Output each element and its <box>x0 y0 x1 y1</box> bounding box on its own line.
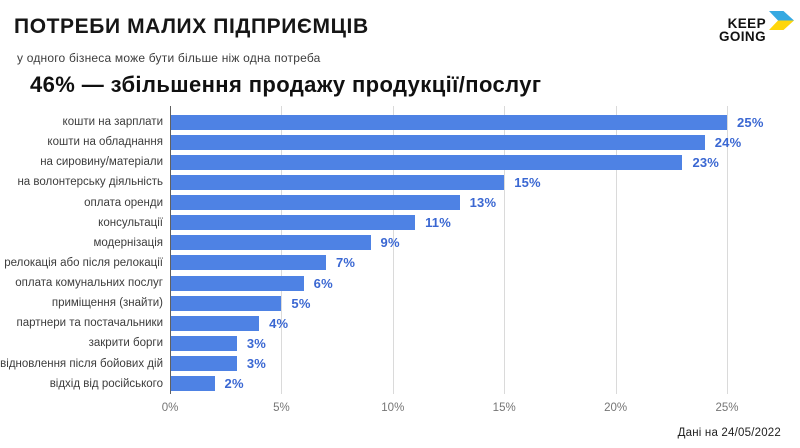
bar <box>170 235 371 251</box>
category-label: оплата оренди <box>84 196 163 209</box>
category-label: закрити борги <box>88 337 163 350</box>
keep-going-logo: KEEP GOING <box>719 10 794 43</box>
category-label: приміщення (знайти) <box>51 297 163 310</box>
bar-row: 2% <box>170 374 795 394</box>
bar-row: 7% <box>170 253 795 273</box>
gridline <box>727 106 728 394</box>
bar-value-label: 11% <box>425 215 451 231</box>
bar-row: 9% <box>170 233 795 253</box>
data-date-note: Дані на 24/05/2022 <box>677 427 781 439</box>
category-label: модернізація <box>93 236 164 249</box>
bar-value-label: 23% <box>692 154 720 170</box>
bar <box>170 134 705 150</box>
bar <box>170 295 282 311</box>
bar <box>170 195 460 211</box>
bar-row: 6% <box>170 273 795 293</box>
category-label: на сировину/матеріали <box>40 156 163 169</box>
bar <box>170 335 237 351</box>
gridline <box>392 106 394 394</box>
category-label: консультації <box>98 216 163 229</box>
bar-value-label: 4% <box>269 315 289 331</box>
logo-text: KEEP GOING <box>718 10 766 44</box>
plot-area: 0% 5% 10% 15% 20% 25% 25% 24% 23% 15% 13% 11% 9% 7% 6%… <box>162 106 795 414</box>
page-title: ПОТРЕБИ МАЛИХ ПІДПРИЄМЦІВ <box>14 15 369 38</box>
bar <box>170 255 326 271</box>
bar <box>170 154 683 170</box>
bar-row: 13% <box>170 193 795 213</box>
bar-value-label: 9% <box>380 235 400 251</box>
x-tick-label: 15% <box>492 402 516 414</box>
bar <box>170 275 304 291</box>
category-label: відновлення після бойових дій <box>0 357 163 370</box>
bar-value-label: 3% <box>246 356 267 372</box>
bar-row: 15% <box>170 172 795 192</box>
page-subtitle: у одного бізнеса може бути більше ніж од… <box>17 51 321 65</box>
x-tick-label: 25% <box>715 402 739 414</box>
gridline <box>504 106 506 394</box>
bar <box>170 174 505 190</box>
category-label: релокація або після релокації <box>4 256 163 269</box>
bar <box>170 114 727 130</box>
bar-value-label: 15% <box>514 174 541 190</box>
bar-value-label: 13% <box>469 195 497 211</box>
bar <box>170 315 260 331</box>
x-tick-label: 0% <box>161 402 179 414</box>
bar-value-label: 3% <box>246 335 267 351</box>
bar-value-label: 2% <box>224 376 244 392</box>
chart-heading: 46% — збільшення продажу продукції/послу… <box>30 72 542 97</box>
category-label: партнери та постачальники <box>16 317 164 330</box>
bar-value-label: 7% <box>335 255 356 271</box>
bar-value-label: 5% <box>291 295 311 311</box>
bar-series: 25% 24% 23% 15% 13% 11% 9% 7% 6% 5% 4% 3% 3% 2% <box>170 112 795 394</box>
bar-row: 4% <box>170 313 795 333</box>
bar-row: 3% <box>170 354 795 374</box>
x-tick-label: 5% <box>273 402 290 414</box>
bar-row: 5% <box>170 293 795 313</box>
category-label: на волонтерську діяльність <box>17 176 163 189</box>
bar-value-label: 6% <box>313 275 333 291</box>
category-label: відхід від російського <box>49 377 163 390</box>
bar <box>170 376 215 392</box>
bar-row: 23% <box>170 152 795 172</box>
bar-row: 3% <box>170 333 795 353</box>
category-label: кошти на обладнання <box>47 136 163 149</box>
bar-row: 25% <box>170 112 795 132</box>
x-tick-label: 20% <box>604 402 628 414</box>
category-label: кошти на зарплати <box>62 116 163 129</box>
ukraine-flag-arrow-icon <box>769 11 794 30</box>
bar <box>170 356 237 372</box>
logo-text-line2: GOING <box>718 29 766 44</box>
bar-value-label: 24% <box>714 134 742 150</box>
category-label: оплата комунальних послуг <box>15 277 163 290</box>
y-axis-line <box>170 106 171 394</box>
bar-value-label: 25% <box>737 114 764 130</box>
category-axis-labels: кошти на зарплати кошти на обладнання на с… <box>0 112 163 394</box>
bar-row: 24% <box>170 132 795 152</box>
bar <box>170 215 416 231</box>
bar-row: 11% <box>170 213 795 233</box>
gridline <box>615 106 617 394</box>
logo-text-line1: KEEP <box>727 16 766 31</box>
x-tick-label: 10% <box>381 402 405 414</box>
